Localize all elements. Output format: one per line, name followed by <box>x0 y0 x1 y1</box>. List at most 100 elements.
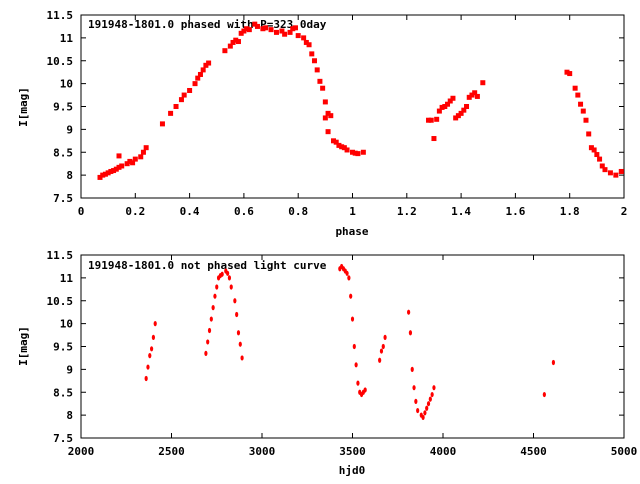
data-point <box>138 154 144 160</box>
data-point <box>436 108 442 114</box>
data-point <box>282 31 288 37</box>
data-point <box>472 90 478 96</box>
data-point <box>410 366 414 372</box>
data-point <box>580 108 586 114</box>
data-point <box>597 156 603 162</box>
data-point <box>206 339 210 345</box>
x-tick-label: 0 <box>78 205 85 218</box>
data-point <box>350 149 355 155</box>
data-point <box>583 117 589 123</box>
data-point <box>309 51 315 57</box>
data-point <box>428 396 432 402</box>
data-point <box>97 174 103 180</box>
data-points <box>97 21 624 180</box>
x-tick-label: 1.8 <box>560 205 580 218</box>
data-point <box>238 30 244 36</box>
data-point <box>445 101 451 107</box>
data-point <box>330 138 336 144</box>
data-point <box>292 25 298 31</box>
data-point <box>407 309 411 315</box>
data-point <box>102 171 108 177</box>
data-point <box>345 270 349 276</box>
data-point <box>173 104 179 109</box>
data-point <box>350 316 355 322</box>
phased-light-curve-plot: 191948-1801.0 phased with P=323.0day pha… <box>17 9 627 238</box>
data-point <box>108 168 114 174</box>
data-point <box>206 60 212 66</box>
y-tick-label: 10 <box>60 78 73 91</box>
data-point <box>311 58 317 64</box>
data-point <box>207 327 212 334</box>
data-point <box>146 364 150 370</box>
x-axis-label: hjd0 <box>339 464 366 477</box>
data-point <box>474 93 480 99</box>
data-point <box>333 139 339 145</box>
data-point <box>320 85 326 91</box>
data-point <box>100 172 106 178</box>
data-point <box>254 23 260 29</box>
x-tick-label: 2000 <box>68 445 95 458</box>
data-point <box>130 160 136 166</box>
data-point <box>149 346 154 352</box>
x-tick-label: 3000 <box>249 445 276 458</box>
data-point <box>578 101 584 107</box>
data-point <box>181 92 187 98</box>
data-point <box>227 43 233 49</box>
data-point <box>192 81 198 87</box>
data-point <box>567 71 573 77</box>
data-point <box>143 145 149 151</box>
data-point <box>148 353 152 359</box>
y-tick-label: 8.5 <box>53 146 73 159</box>
data-point <box>421 414 425 421</box>
data-point <box>607 170 613 176</box>
y-tick-label: 11 <box>60 32 74 45</box>
x-tick-label: 4000 <box>430 445 457 458</box>
data-point <box>356 380 360 386</box>
data-point <box>442 104 448 109</box>
data-point <box>127 158 133 164</box>
data-point <box>140 149 146 155</box>
data-point <box>432 385 436 391</box>
data-point <box>439 104 445 110</box>
data-point <box>408 330 413 336</box>
data-point <box>586 131 592 137</box>
y-tick-label: 9 <box>66 363 73 376</box>
data-point <box>246 27 252 33</box>
y-axis-label: I[mag] <box>17 326 30 366</box>
data-point <box>322 99 328 105</box>
data-point <box>347 275 351 281</box>
data-point <box>447 98 453 104</box>
data-point <box>168 110 174 116</box>
axis-ticks: 0 0.2 0.4 0.6 0.8 1 1.2 1.4 1.6 1.8 2 7.5 8 8.5 9 9.5 10… <box>47 9 628 218</box>
data-point <box>252 21 258 27</box>
unphased-light-curve-plot: 191948-1801.0 not phased light curve hjd… <box>17 249 637 477</box>
data-point <box>260 26 266 32</box>
data-point <box>209 316 213 322</box>
data-point <box>220 271 224 277</box>
data-point <box>355 151 361 157</box>
data-point <box>591 147 597 153</box>
data-point <box>354 362 358 368</box>
data-point <box>273 29 279 35</box>
data-point <box>200 67 206 73</box>
data-point <box>430 391 434 398</box>
data-point <box>588 145 594 151</box>
data-point <box>144 375 148 382</box>
data-point <box>226 270 230 276</box>
data-point <box>222 48 228 54</box>
data-point <box>295 33 301 39</box>
data-point <box>542 391 546 398</box>
axis-ticks: 2000 2500 3000 3500 4000 4500 5000 7.5 8 8.5 9 9.5 1… <box>47 249 638 458</box>
data-point <box>352 150 358 156</box>
data-point <box>235 311 239 318</box>
data-point <box>381 343 385 350</box>
data-point <box>301 35 307 41</box>
x-tick-label: 4500 <box>520 445 547 458</box>
data-point <box>159 121 165 127</box>
y-tick-label: 8.5 <box>53 386 73 399</box>
data-point <box>352 343 356 350</box>
y-tick-label: 9 <box>66 123 73 136</box>
x-tick-label: 1.4 <box>451 205 471 218</box>
